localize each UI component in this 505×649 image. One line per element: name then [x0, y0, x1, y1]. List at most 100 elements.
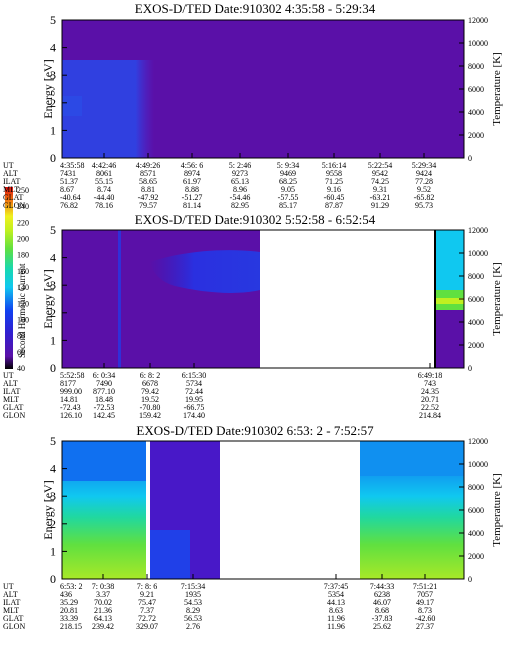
- table-cell: 436: [60, 590, 72, 599]
- table-cell: -51.27: [182, 193, 203, 202]
- panel-2-stripe: [118, 230, 121, 368]
- y2-tick-label: 4000: [468, 529, 484, 538]
- table-cell: 76.82: [60, 201, 78, 210]
- table-cell: 9558: [326, 169, 342, 178]
- y-axis-label: Energy [eV]: [41, 59, 55, 118]
- table-cell: 85.17: [279, 201, 297, 210]
- table-cell: 14.81: [60, 395, 78, 404]
- panel-2: EXOS-D/TED Date:910302 5:52:58 - 6:52:54…: [3, 212, 503, 420]
- table-cell: 21.36: [94, 606, 112, 615]
- table-cell: 35.29: [60, 598, 78, 607]
- table-cell: 54.53: [184, 598, 202, 607]
- table-cell: 9424: [416, 169, 432, 178]
- table-cell: 7: 0:38: [92, 582, 114, 591]
- table-cell: -65.82: [414, 193, 435, 202]
- table-cell: 218.15: [60, 622, 82, 631]
- table-cell: 9.16: [327, 185, 341, 194]
- panel-3-axes: 0 1 2 3 4 5 0 2000 4000 6000 8000 10000 12000 Energy …: [3, 434, 503, 631]
- table-cell: 25.62: [373, 622, 391, 631]
- table-cell: 87.87: [325, 201, 343, 210]
- table-row-label: MLT: [3, 185, 19, 194]
- table-cell: 6678: [142, 379, 158, 388]
- table-cell: 61.97: [183, 177, 201, 186]
- y2-tick-label: 0: [468, 154, 472, 163]
- table-cell: 7.37: [140, 606, 154, 615]
- y-tick-label: 1: [50, 123, 56, 137]
- table-row-label: MLT: [3, 395, 19, 404]
- table-cell: 72.72: [138, 614, 156, 623]
- y2-tick-label: 8000: [468, 62, 484, 71]
- table-cell: 8177: [60, 379, 76, 388]
- y-tick-label: 0: [50, 361, 56, 375]
- table-cell: 95.73: [415, 201, 433, 210]
- table-cell: 8.81: [141, 185, 155, 194]
- table-cell: 27.37: [416, 622, 434, 631]
- table-cell: 5:52:58: [60, 371, 84, 380]
- y-axis-label: Energy [eV]: [41, 269, 55, 328]
- panel-1-title: EXOS-D/TED Date:910302 4:35:58 - 5:29:34: [135, 1, 376, 16]
- colorbar: Second Harmonic Current 40 60 80 100 120 140 1…: [5, 186, 29, 373]
- table-cell: 7:15:34: [181, 582, 205, 591]
- table-cell: 11.96: [327, 622, 345, 631]
- table-cell: 159.42: [139, 411, 161, 420]
- table-cell: 79.42: [141, 387, 159, 396]
- y2-tick-label: 6000: [468, 295, 484, 304]
- table-cell: 18.48: [95, 395, 113, 404]
- colorbar-tick-label: 100: [17, 315, 29, 324]
- table-row-label: ALT: [3, 169, 18, 178]
- table-cell: 7490: [96, 379, 112, 388]
- panel-1-blue-band: [62, 96, 82, 116]
- colorbar-tick-label: 240: [17, 202, 29, 211]
- y-tick-label: 2: [50, 96, 56, 110]
- table-cell: 24.35: [421, 387, 439, 396]
- y-axis-label: Energy [eV]: [41, 480, 55, 539]
- table-cell: 7: 8: 6: [137, 582, 157, 591]
- y2-tick-label: 8000: [468, 483, 484, 492]
- table-cell: 7057: [417, 590, 433, 599]
- panel-3-gap: [146, 441, 150, 579]
- table-cell: -57.55: [278, 193, 299, 202]
- y2-tick-label: 0: [468, 364, 472, 373]
- table-cell: 7431: [60, 169, 76, 178]
- panel-1: EXOS-D/TED Date:910302 4:35:58 - 5:29:34…: [3, 1, 503, 210]
- table-row-label: GLAT: [3, 614, 24, 623]
- table-cell: 58.65: [139, 177, 157, 186]
- table-cell: 74.25: [371, 177, 389, 186]
- table-cell: -42.60: [415, 614, 436, 623]
- table-cell: 49.17: [416, 598, 434, 607]
- table-row-label: GLAT: [3, 193, 24, 202]
- table-cell: 9.52: [417, 185, 431, 194]
- y-tick-label: 3: [50, 68, 56, 82]
- y-tick-label: 3: [50, 278, 56, 292]
- table-cell: -44.40: [94, 193, 115, 202]
- table-cell: 9542: [372, 169, 388, 178]
- y2-axis-label: Temperature [K]: [491, 473, 503, 546]
- y2-tick-label: 2000: [468, 552, 484, 561]
- table-row-label: ILAT: [3, 177, 20, 186]
- table-cell: 5734: [186, 379, 202, 388]
- table-cell: 8.96: [233, 185, 247, 194]
- y-tick-label: 2: [50, 517, 56, 531]
- table-cell: 239.42: [92, 622, 114, 631]
- table-cell: 72.44: [185, 387, 203, 396]
- y2-tick-label: 12000: [468, 437, 488, 446]
- table-cell: 20.81: [60, 606, 78, 615]
- colorbar-label: Second Harmonic Current: [17, 263, 27, 358]
- table-cell: 19.95: [185, 395, 203, 404]
- table-row-label: GLON: [3, 411, 25, 420]
- table-cell: 11.96: [327, 614, 345, 623]
- colorbar-tick-label: 80: [17, 332, 25, 341]
- table-cell: 7:44:33: [370, 582, 394, 591]
- y2-tick-label: 12000: [468, 16, 488, 25]
- table-cell: 4:35:58: [60, 161, 84, 170]
- table-cell: 3.37: [96, 590, 110, 599]
- table-cell: 5:29:34: [412, 161, 436, 170]
- y-tick-label: 1: [50, 333, 56, 347]
- y-tick-label: 4: [50, 462, 56, 476]
- table-cell: 8974: [184, 169, 200, 178]
- table-cell: 70.02: [94, 598, 112, 607]
- table-cell: 999.00: [60, 387, 82, 396]
- table-cell: 8.74: [97, 185, 111, 194]
- table-cell: 9469: [280, 169, 296, 178]
